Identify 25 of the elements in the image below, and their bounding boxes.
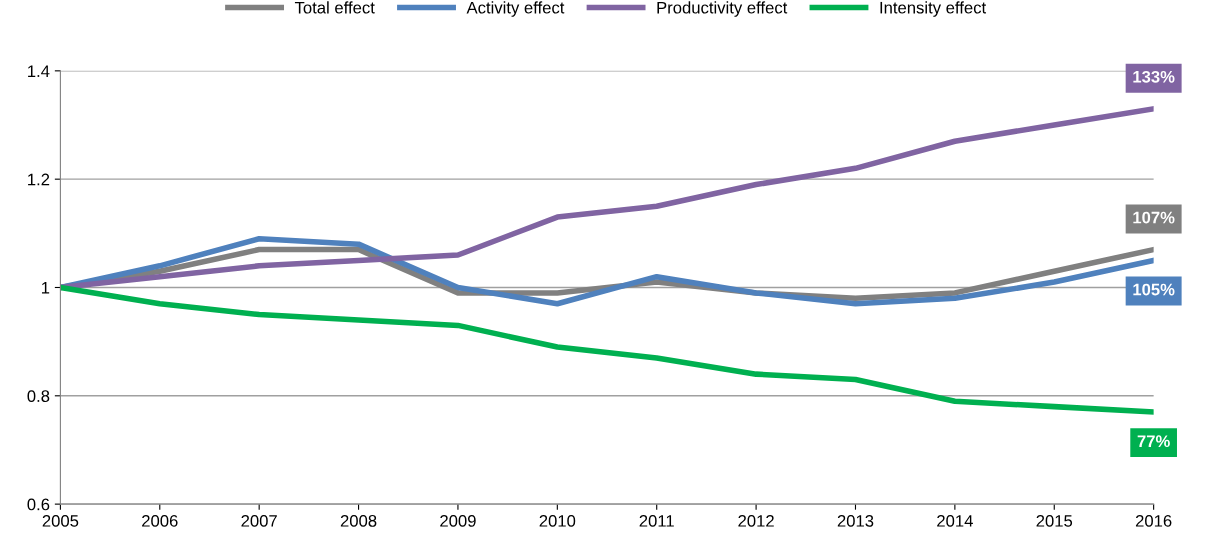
x-tick-label: 2013	[837, 514, 874, 527]
x-tick-label: 2009	[440, 514, 476, 527]
legend-label: Intensity effect	[880, 1, 987, 17]
x-tick-label: 2010	[539, 514, 576, 527]
legend-label: Activity effect	[466, 1, 565, 17]
x-tick-label: 2008	[340, 514, 377, 527]
data-label: 105%	[1133, 283, 1175, 296]
data-label: 77%	[1137, 435, 1170, 448]
x-tick-label: 2011	[639, 514, 674, 527]
y-tick-label: 1	[41, 282, 50, 294]
y-tick-label: 0.6	[27, 498, 50, 511]
x-tick-label: 2005	[42, 514, 79, 527]
legend-label: Productivity effect	[657, 1, 788, 17]
x-tick-label: 2007	[241, 514, 277, 527]
y-tick-label: 0.8	[27, 390, 50, 403]
data-label: 133%	[1133, 70, 1175, 83]
x-tick-label: 2006	[142, 514, 178, 527]
legend-label: Total effect	[294, 1, 375, 14]
x-tick-label: 2015	[1036, 514, 1073, 527]
y-tick-label: 1.4	[28, 65, 50, 77]
y-tick-label: 1.2	[28, 173, 50, 186]
x-tick-label: 2016	[1135, 514, 1172, 527]
data-label: 107%	[1133, 211, 1175, 224]
x-tick-label: 2012	[738, 514, 774, 527]
x-tick-label: 2014	[937, 514, 973, 527]
